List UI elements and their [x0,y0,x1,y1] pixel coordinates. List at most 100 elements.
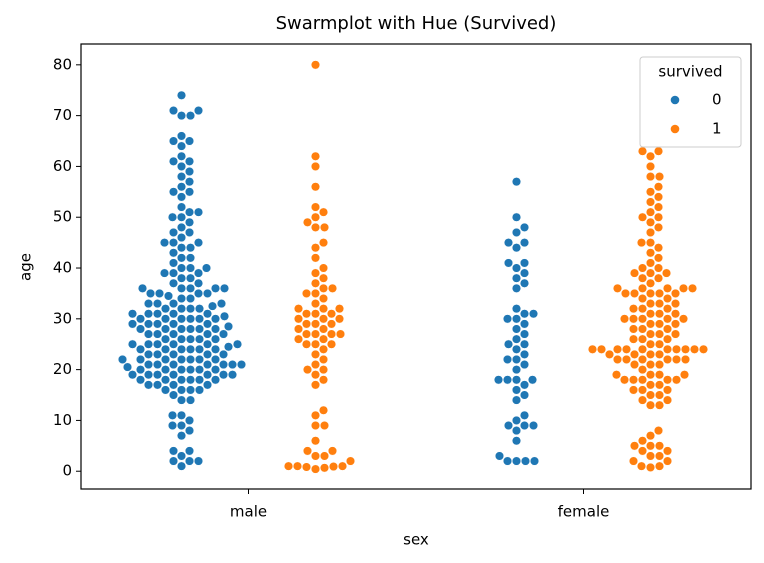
swarm-point [653,253,664,263]
swarm-point [637,436,648,446]
swarm-point [662,304,673,314]
swarm-point [511,324,522,334]
legend-marker [670,95,680,105]
swarm-point [662,375,673,385]
swarm-point [662,293,673,304]
swarm-point [637,324,648,334]
swarm-point [176,431,187,441]
swarm-point [292,461,303,471]
swarm-point [645,207,656,217]
swarm-point [236,359,247,370]
swarm-point [637,273,648,283]
swarm-point [637,365,648,375]
legend-label: 0 [712,91,722,109]
swarm-point [502,314,513,324]
swarm-point [143,370,154,380]
y-tick-label: 10 [53,411,72,429]
swarm-point [661,268,672,278]
swarm-point [143,359,154,370]
swarm-point [319,420,330,431]
swarm-point [511,375,522,385]
swarm-point [302,365,313,375]
swarm-point [176,420,187,431]
swarm-point [184,187,195,197]
swarm-point [185,283,196,293]
y-tick-label: 70 [53,106,72,124]
swarm-point [176,263,187,273]
swarm-point [152,319,163,329]
swarm-point [301,339,312,349]
swarm-point [160,304,171,314]
swarm-point [645,227,656,238]
swarm-point [511,263,522,273]
swarm-point [654,299,665,309]
swarm-point [184,456,195,466]
swarm-point [318,405,329,415]
swarm-point [511,283,522,293]
swarm-point [326,339,337,349]
swarm-point [511,365,522,375]
swarm-point [152,359,163,370]
swarm-point [310,222,321,232]
swarm-point [176,182,187,192]
swarm-point [185,243,196,253]
swarm-point [637,283,648,293]
swarm-point [527,375,538,385]
swarm-point [310,253,321,263]
swarm-point [628,456,639,466]
swarm-point [194,354,205,365]
swarm-point [654,390,665,400]
swarm-point [318,314,329,324]
swarm-point [194,385,205,395]
swarm-point [619,314,630,324]
swarm-point [654,309,665,319]
swarm-point [127,309,138,319]
swarm-point [167,212,178,222]
swarm-point [185,263,196,273]
swarm-point [184,415,195,425]
swarm-point [176,461,187,471]
swarm-point [637,395,648,405]
swarm-point [184,227,195,238]
swarm-point [637,344,648,354]
swarm-point [293,324,304,334]
swarm-point [310,329,321,339]
swarm-point [645,349,656,359]
swarm-point [193,456,204,466]
swarm-point [493,375,504,385]
swarm-point [511,344,522,354]
swarm-point [168,105,179,116]
swarm-point [645,288,656,298]
swarm-point [326,319,337,329]
swarm-point [662,283,673,293]
swarm-point [168,227,179,238]
swarm-point [645,161,656,171]
swarm-point [194,304,205,314]
swarm-point [670,319,681,329]
swarm-point [310,299,321,309]
swarm-point [653,426,664,436]
swarm-point [218,359,229,370]
swarm-point [503,258,514,268]
y-tick-label: 40 [53,259,72,277]
swarm-point [637,334,648,344]
swarm-point [143,319,154,329]
swarm-point [176,151,187,161]
swarm-point [511,436,522,446]
swarm-point [645,359,656,370]
swarm-point [194,365,205,375]
swarm-point [135,365,146,375]
swarm-point [167,410,178,420]
swarm-point [301,309,312,319]
swarm-point [519,258,530,268]
swarm-point [345,456,356,466]
swarm-point [152,339,163,349]
swarm-point [662,314,673,324]
x-tick-label: male [230,503,267,521]
swarm-point [511,177,522,187]
swarm-point [519,339,530,349]
swarm-point [318,344,329,354]
swarm-point [122,362,133,372]
swarm-point [670,309,681,319]
swarm-point [202,380,213,390]
